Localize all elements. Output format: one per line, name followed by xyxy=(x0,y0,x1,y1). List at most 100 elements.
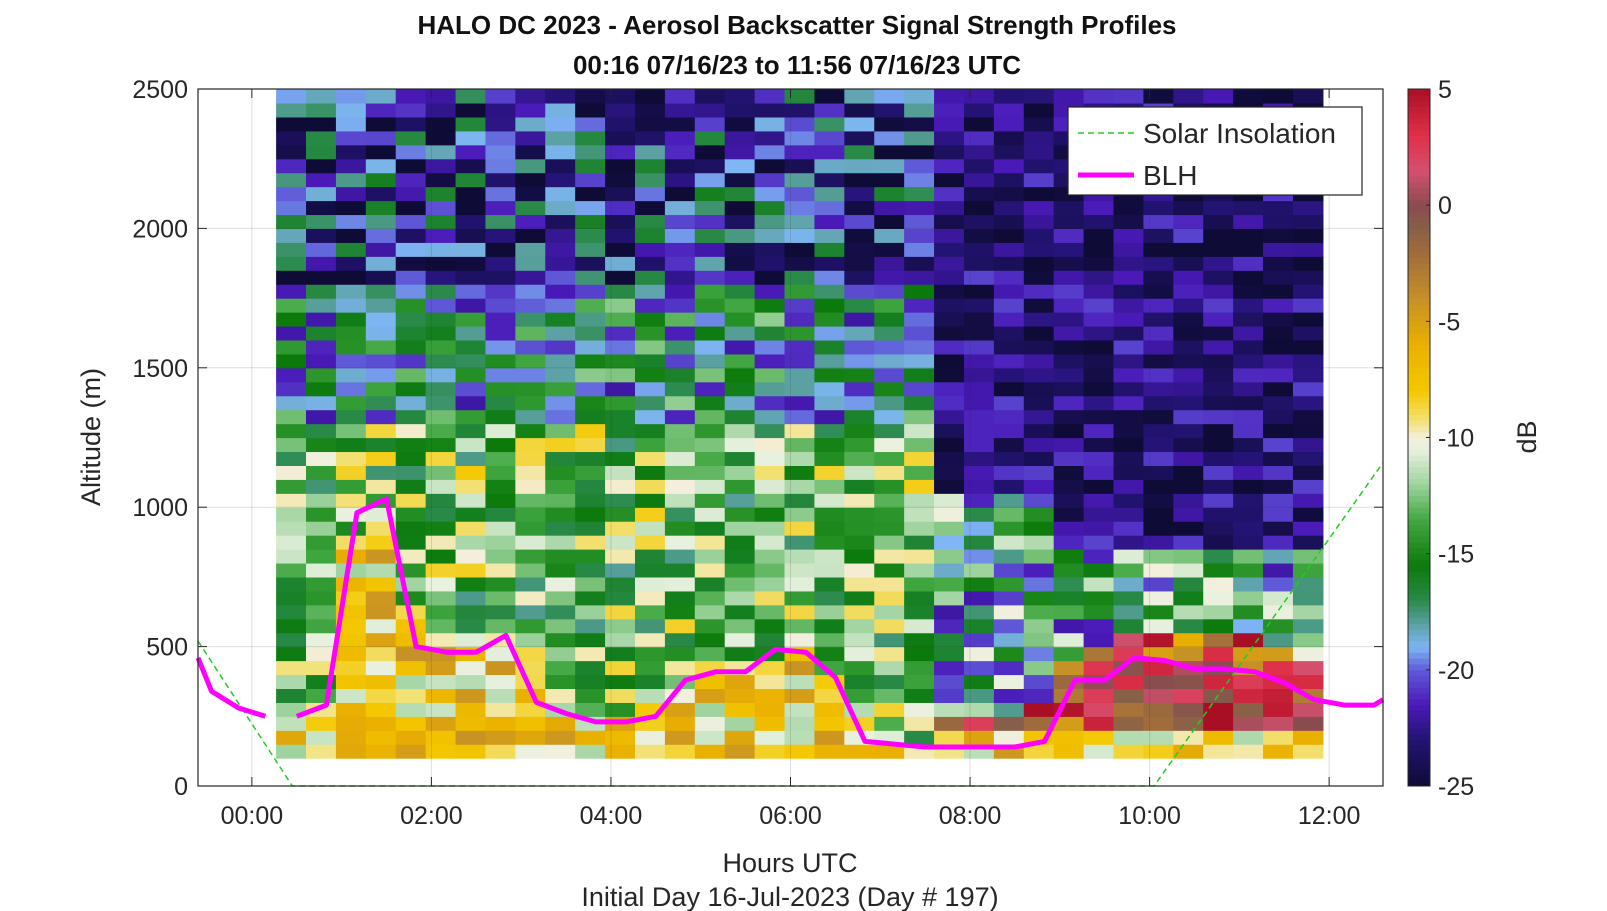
heatmap-cell xyxy=(754,590,786,606)
heatmap-cell xyxy=(634,632,666,648)
heatmap-cell xyxy=(276,214,307,229)
heatmap-cell xyxy=(545,256,576,271)
heatmap-cell xyxy=(395,395,427,411)
heatmap-cell xyxy=(874,270,905,285)
heatmap-cell xyxy=(634,674,666,690)
heatmap-cell xyxy=(874,549,905,564)
heatmap-cell xyxy=(754,200,786,216)
heatmap-cell xyxy=(455,409,487,425)
heatmap-cell xyxy=(605,395,636,411)
colorbar-tick-label: 5 xyxy=(1438,76,1452,104)
heatmap-cell xyxy=(1263,339,1294,355)
heatmap-cell xyxy=(1233,409,1264,425)
heatmap-cell xyxy=(1083,298,1115,313)
heatmap-cell xyxy=(874,423,905,439)
heatmap-cell xyxy=(664,744,696,759)
heatmap-cell xyxy=(904,228,935,243)
heatmap-cell xyxy=(784,604,816,620)
heatmap-cell xyxy=(724,549,756,564)
heatmap-cell xyxy=(814,535,845,550)
heatmap-cell xyxy=(784,632,816,648)
heatmap-cell xyxy=(335,632,367,648)
colorbar-band xyxy=(1408,396,1430,404)
heatmap-cell xyxy=(874,562,905,578)
heatmap-cell xyxy=(1143,284,1174,299)
heatmap-cell xyxy=(276,688,307,703)
heatmap-cell xyxy=(1083,270,1115,285)
colorbar-band xyxy=(1408,164,1430,171)
heatmap-cell xyxy=(993,312,1025,327)
heatmap-cell xyxy=(934,89,965,104)
heatmap-cell xyxy=(1023,325,1055,341)
heatmap-cell xyxy=(754,339,786,355)
heatmap-cell xyxy=(724,312,756,327)
heatmap-cell xyxy=(1233,325,1264,341)
heatmap-cell xyxy=(993,604,1025,620)
heatmap-cell xyxy=(1053,521,1085,536)
heatmap-cell xyxy=(814,632,845,648)
heatmap-cell xyxy=(1233,270,1264,285)
heatmap-cell xyxy=(1083,702,1115,717)
heatmap-cell xyxy=(276,465,307,480)
heatmap-cell xyxy=(634,409,666,425)
heatmap-cell xyxy=(306,172,337,188)
heatmap-cell xyxy=(1292,549,1324,564)
heatmap-cell xyxy=(425,688,457,703)
heatmap-cell xyxy=(1233,228,1264,243)
heatmap-cell xyxy=(844,521,875,536)
heatmap-cell xyxy=(395,298,427,313)
heatmap-cell xyxy=(634,339,666,355)
heatmap-cell xyxy=(605,116,636,132)
heatmap-cell xyxy=(934,590,965,606)
heatmap-cell xyxy=(963,479,995,494)
heatmap-cell xyxy=(1233,716,1264,731)
heatmap-cell xyxy=(814,102,845,118)
heatmap-cell xyxy=(575,200,606,216)
heatmap-cell xyxy=(993,158,1025,174)
heatmap-cell xyxy=(634,284,666,299)
heatmap-cell xyxy=(1203,339,1234,355)
heatmap-cell xyxy=(455,102,487,118)
heatmap-cell xyxy=(934,242,965,257)
heatmap-cell xyxy=(1053,744,1085,759)
heatmap-cell xyxy=(1023,702,1055,717)
heatmap-cell xyxy=(694,353,726,369)
heatmap-cell xyxy=(365,298,397,313)
heatmap-cell xyxy=(1173,688,1204,703)
heatmap-cell xyxy=(784,479,816,494)
heatmap-cell xyxy=(335,325,367,341)
colorbar-band xyxy=(1408,658,1430,665)
heatmap-cell xyxy=(575,604,606,620)
heatmap-cell xyxy=(1203,200,1234,216)
heatmap-cell xyxy=(1263,89,1294,104)
heatmap-cell xyxy=(1083,228,1115,243)
heatmap-cell xyxy=(1173,674,1204,690)
heatmap-cell xyxy=(784,437,816,453)
heatmap-cell xyxy=(1233,507,1264,522)
heatmap-cell xyxy=(844,116,875,132)
heatmap-cell xyxy=(634,493,666,508)
heatmap-cell xyxy=(754,130,786,146)
heatmap-cell xyxy=(1143,618,1174,634)
heatmap-cell xyxy=(664,102,696,118)
heatmap-cell xyxy=(1143,465,1174,480)
heatmap-cell xyxy=(993,367,1025,383)
heatmap-cell xyxy=(1292,535,1324,550)
colorbar-band xyxy=(1408,449,1430,456)
heatmap-cell xyxy=(963,381,995,397)
heatmap-cell xyxy=(425,465,457,480)
colorbar-band xyxy=(1408,269,1430,276)
heatmap-cell xyxy=(515,465,546,480)
heatmap-cell xyxy=(276,242,307,257)
heatmap-cell xyxy=(664,535,696,550)
heatmap-cell xyxy=(934,339,965,355)
heatmap-cell xyxy=(874,576,905,592)
heatmap-cell xyxy=(545,716,576,731)
heatmap-cell xyxy=(575,339,606,355)
heatmap-cell xyxy=(784,716,816,731)
heatmap-cell xyxy=(605,339,636,355)
heatmap-cell xyxy=(1113,200,1145,216)
heatmap-cell xyxy=(844,437,875,453)
heatmap-cell xyxy=(276,256,307,271)
heatmap-cell xyxy=(874,353,905,369)
